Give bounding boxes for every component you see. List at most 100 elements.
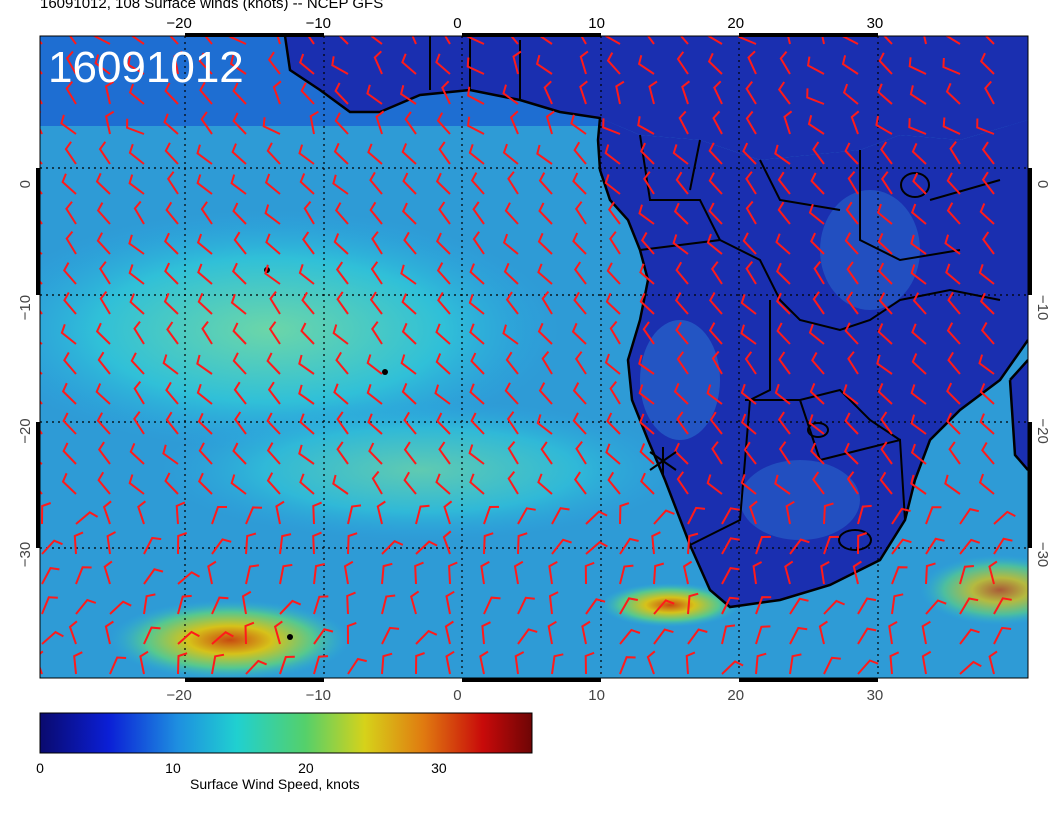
wind-barb (298, 354, 315, 375)
wind-barb (846, 261, 859, 285)
wind-barb (976, 118, 995, 135)
lake-okavango (807, 422, 829, 438)
wind-barb (810, 442, 825, 465)
wind-barb (993, 510, 1016, 525)
wind-barb (298, 384, 315, 405)
wind-barb (653, 562, 665, 585)
wind-barb (133, 200, 145, 225)
wind-barb (709, 411, 723, 435)
wind-barb (75, 511, 99, 525)
wind-barb (163, 232, 179, 255)
wind-barb (97, 441, 111, 465)
wind-barb (748, 500, 758, 525)
wind-barb (745, 80, 757, 105)
wind-barb (41, 567, 60, 585)
wind-barb (128, 474, 145, 495)
wind-barb (687, 628, 708, 645)
wind-barb (944, 234, 961, 255)
wind-barb (842, 384, 859, 405)
wind-barb (196, 354, 213, 375)
wind-barb (889, 651, 900, 675)
wind-barb (721, 660, 744, 675)
wind-barb (333, 383, 349, 405)
wind-barb (264, 173, 281, 195)
wind-barb (877, 323, 893, 345)
wind-barb (807, 114, 825, 135)
wind-barb (169, 36, 179, 45)
wind-barb (96, 232, 111, 255)
wind-barb (845, 201, 859, 225)
wind-barb (435, 323, 451, 345)
wind-barb (606, 262, 621, 285)
wind-barb (580, 36, 587, 45)
wind-barb (615, 80, 625, 105)
wind-barb (334, 112, 349, 135)
wind-barb (548, 591, 559, 615)
wind-barb (806, 88, 825, 105)
wind-barb (575, 440, 587, 465)
wind-barb (104, 620, 114, 645)
wind-barb (740, 473, 757, 495)
frame-ticks (36, 33, 1032, 682)
wind-barb (41, 539, 63, 555)
lon-tick-label: 0 (453, 687, 461, 704)
wind-barb (548, 561, 558, 585)
wind-barb (230, 174, 247, 195)
wind-barb (102, 500, 112, 525)
wind-barb (200, 111, 213, 135)
wind-barb (313, 655, 329, 675)
wind-barb (981, 442, 995, 465)
wind-barb (198, 472, 213, 495)
wind-barb (507, 171, 519, 195)
wind-barb (369, 291, 383, 315)
wind-barb (468, 293, 485, 315)
wind-barb (721, 567, 740, 585)
wind-barb (299, 173, 315, 195)
wind-barb (674, 292, 689, 315)
wind-barb (910, 264, 927, 285)
wind-barb (537, 473, 553, 495)
wind-barb (784, 560, 794, 585)
wind-barb (436, 412, 451, 435)
wind-barb (807, 56, 825, 75)
wind-barb (572, 172, 587, 195)
wind-barb (336, 411, 349, 435)
wind-barb (910, 234, 927, 255)
wind-barb (745, 260, 757, 285)
wind-barb (415, 540, 438, 555)
wind-barb (541, 290, 553, 315)
wind-barb (682, 560, 693, 585)
wind-barb (581, 620, 591, 645)
wind-barb (604, 353, 621, 375)
wind-barb (200, 201, 213, 225)
wind-barb (979, 413, 995, 435)
wind-barb (403, 441, 417, 465)
wind-barb (908, 118, 927, 135)
wind-barb (164, 472, 179, 495)
colorbar-tick-label: 10 (165, 760, 181, 776)
wind-barb (435, 232, 451, 255)
wind-barb (400, 354, 417, 375)
wind-barb (264, 264, 281, 285)
wind-barb (299, 413, 315, 435)
wind-barb (812, 141, 825, 165)
wind-barb (708, 202, 723, 225)
wind-barb (740, 293, 757, 315)
wind-barb (676, 411, 689, 435)
wind-barb (891, 538, 912, 555)
wind-barb (672, 234, 689, 255)
wind-barb (333, 142, 349, 165)
wind-barb (298, 444, 315, 465)
wind-barb (638, 384, 655, 405)
wind-barb (745, 171, 757, 195)
wind-barb (883, 36, 893, 45)
colorbar-title: Surface Wind Speed, knots (190, 776, 360, 792)
wind-barb (64, 141, 77, 165)
wind-barb (639, 263, 655, 285)
wind-barb (980, 322, 995, 345)
wind-barb (232, 352, 247, 375)
wind-barb (438, 141, 451, 165)
wind-barb (775, 233, 791, 255)
wind-barb (347, 657, 367, 675)
wind-barb (68, 620, 78, 645)
